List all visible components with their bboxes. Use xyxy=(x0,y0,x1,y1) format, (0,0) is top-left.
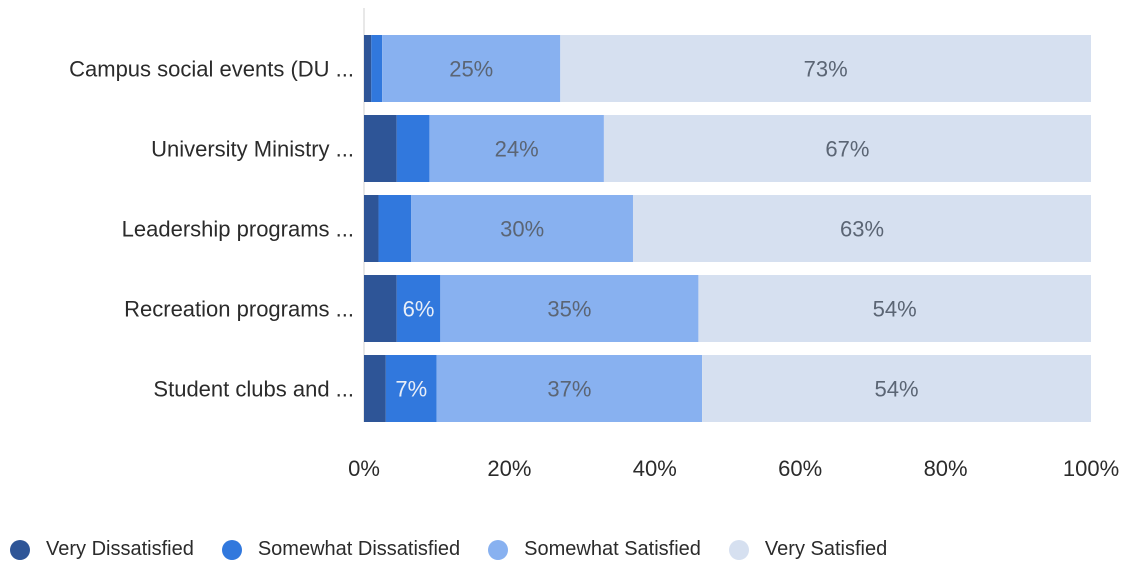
legend-label: Very Dissatisfied xyxy=(46,538,194,560)
legend-item: Somewhat Dissatisfied xyxy=(221,538,461,561)
x-tick-label: 60% xyxy=(778,456,822,481)
bar-segment xyxy=(698,275,1091,342)
legend-swatch xyxy=(221,539,242,560)
bar-segment xyxy=(371,35,383,102)
category-label: Recreation programs ... xyxy=(124,297,354,322)
category-label: University Ministry ... xyxy=(151,137,354,162)
legend-label: Somewhat Dissatisfied xyxy=(257,538,461,560)
bar-segment xyxy=(603,115,1091,182)
bar-segment xyxy=(364,35,372,102)
bar-segment xyxy=(364,275,397,342)
legend-item: Very Satisfied xyxy=(728,538,888,561)
x-tick-label: 100% xyxy=(1063,456,1119,481)
bar-value-label: 63% xyxy=(840,217,884,242)
bar-value-label: 24% xyxy=(495,137,539,162)
bar-segment xyxy=(411,195,633,262)
x-tick-label: 40% xyxy=(633,456,677,481)
bar-value-label: 37% xyxy=(547,377,591,402)
bar-segment xyxy=(364,195,379,262)
x-tick-label: 80% xyxy=(924,456,968,481)
bar-value-label: 25% xyxy=(449,57,493,82)
bar-value-label: 6% xyxy=(403,297,435,322)
bar-segment xyxy=(440,275,699,342)
legend-label: Somewhat Satisfied xyxy=(524,538,701,560)
bar-segment xyxy=(632,195,1091,262)
bar-value-label: 54% xyxy=(873,297,917,322)
bar-segment xyxy=(378,195,412,262)
legend-item: Very Dissatisfied xyxy=(10,538,194,561)
bar-segment xyxy=(396,115,430,182)
bar-segment xyxy=(429,115,604,182)
legend-swatch xyxy=(728,539,749,560)
bar-value-label: 73% xyxy=(804,57,848,82)
legend-item: Somewhat Satisfied xyxy=(488,538,701,561)
bar-segment xyxy=(385,355,437,422)
bar-value-label: 7% xyxy=(395,377,427,402)
category-label: Leadership programs ... xyxy=(122,217,354,242)
legend-swatch xyxy=(10,539,30,560)
bar-segment xyxy=(396,275,441,342)
bar-segment xyxy=(560,35,1091,102)
bar-segment xyxy=(364,115,397,182)
category-label: Campus social events (DU ... xyxy=(69,57,354,82)
bar-segment xyxy=(436,355,703,422)
bar-segment xyxy=(364,355,386,422)
legend-swatch xyxy=(488,539,509,560)
bar-segment xyxy=(702,355,1091,422)
legend-label: Very Satisfied xyxy=(764,538,888,560)
bar-value-label: 67% xyxy=(825,137,869,162)
bar-segment xyxy=(382,35,561,102)
bar-value-label: 35% xyxy=(547,297,591,322)
x-tick-label: 0% xyxy=(348,456,380,481)
bar-value-label: 54% xyxy=(875,377,919,402)
x-tick-label: 20% xyxy=(487,456,531,481)
bar-value-label: 30% xyxy=(500,217,544,242)
category-label: Student clubs and ... xyxy=(153,377,354,402)
legend: Very Dissatisfied Somewhat Dissatisfied So… xyxy=(10,538,915,561)
